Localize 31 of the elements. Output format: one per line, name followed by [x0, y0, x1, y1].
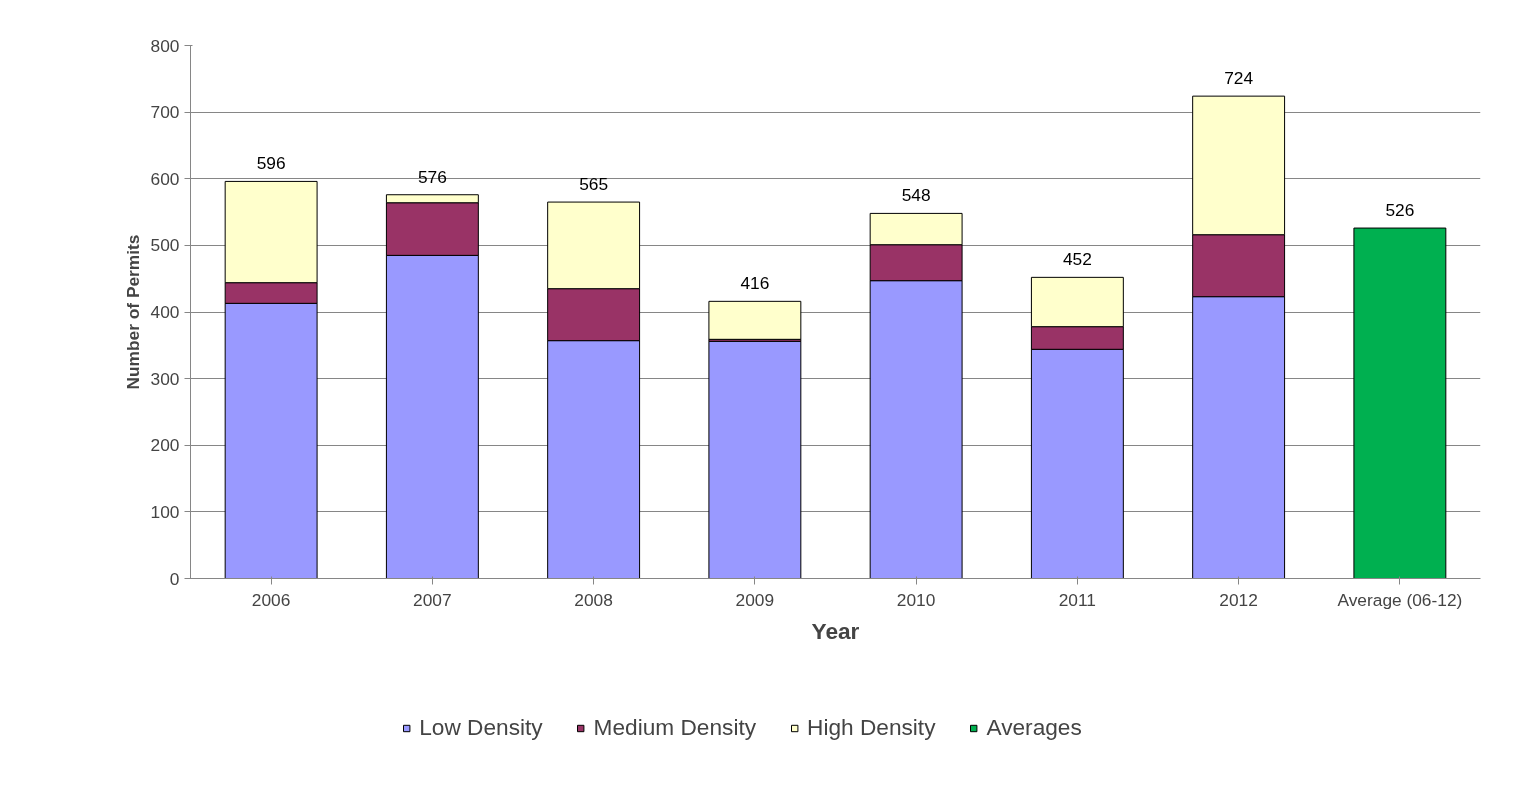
x-tick-label: 2012 [1219, 589, 1258, 610]
total-label: 565 [579, 174, 609, 195]
y-tick-label: 100 [150, 501, 180, 522]
total-label: 416 [740, 273, 770, 294]
y-tick-label: 600 [150, 168, 180, 189]
y-tick-label: 400 [150, 302, 180, 322]
x-tick-label: 2011 [1058, 589, 1097, 610]
y-tick-label: 500 [150, 235, 180, 256]
y-tick-label: 0 [169, 568, 180, 589]
x-tick-label: 2007 [413, 589, 452, 610]
total-label: 548 [901, 185, 931, 206]
y-tick-label: 300 [150, 368, 180, 389]
y-tick-label: 200 [150, 435, 180, 456]
total-label: 526 [1385, 200, 1415, 221]
total-label: 452 [1062, 249, 1092, 270]
x-tick-label: 2008 [574, 589, 613, 610]
x-axis-title: Year [811, 617, 860, 644]
x-tick-label: Average (06-12) [1337, 589, 1463, 610]
y-tick-label: 800 [150, 35, 180, 56]
x-tick-label: 2006 [251, 589, 291, 610]
y-axis-title: Number of Permits [122, 234, 143, 390]
legend-label: Low Density [419, 714, 543, 741]
x-tick-label: 2010 [896, 589, 936, 610]
total-label: 576 [417, 166, 447, 187]
y-tick-label: 700 [150, 102, 180, 123]
legend-label: High Density [807, 714, 936, 741]
legend-label: Averages [986, 714, 1082, 741]
total-label: 596 [256, 153, 286, 174]
total-label: 724 [1224, 68, 1254, 89]
x-tick-label: 2009 [735, 589, 775, 610]
legend-label: Medium Density [593, 714, 757, 741]
